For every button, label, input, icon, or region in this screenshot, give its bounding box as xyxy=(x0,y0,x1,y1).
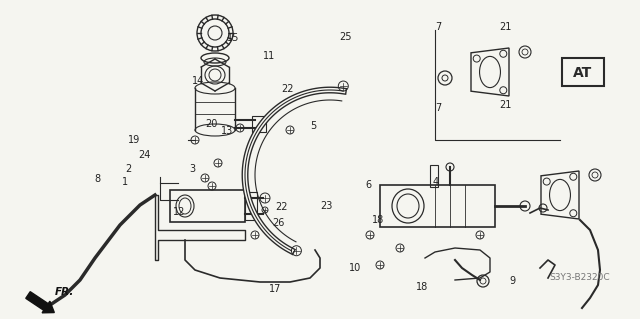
Bar xyxy=(562,58,604,86)
Text: 22: 22 xyxy=(282,84,294,94)
Text: 5: 5 xyxy=(310,121,317,131)
Text: 21: 21 xyxy=(499,22,512,32)
Text: 6: 6 xyxy=(365,180,371,190)
Text: 22: 22 xyxy=(275,202,288,212)
Text: 18: 18 xyxy=(371,215,384,225)
Text: 26: 26 xyxy=(272,218,285,228)
Text: 8: 8 xyxy=(94,174,100,184)
Text: 13: 13 xyxy=(221,126,234,136)
Text: 11: 11 xyxy=(262,51,275,61)
Bar xyxy=(170,190,245,222)
Text: 23: 23 xyxy=(320,201,333,211)
Text: 20: 20 xyxy=(205,119,218,130)
Bar xyxy=(380,185,495,227)
Text: 25: 25 xyxy=(339,32,352,42)
Text: S3Y3-B2320C: S3Y3-B2320C xyxy=(550,273,611,283)
Text: FR.: FR. xyxy=(55,287,74,297)
Text: 12: 12 xyxy=(173,207,186,217)
Text: 1: 1 xyxy=(122,177,128,187)
Bar xyxy=(252,116,266,132)
Text: 21: 21 xyxy=(499,100,512,110)
Text: 15: 15 xyxy=(227,33,240,43)
Bar xyxy=(430,165,438,187)
Text: 18: 18 xyxy=(416,282,429,292)
Text: 2: 2 xyxy=(125,164,131,174)
Text: 14: 14 xyxy=(192,76,205,86)
Text: 9: 9 xyxy=(509,276,515,286)
Text: 7: 7 xyxy=(435,22,442,32)
Text: AT: AT xyxy=(573,66,593,80)
Text: 4: 4 xyxy=(432,177,438,187)
Text: 7: 7 xyxy=(435,103,442,114)
Text: 3: 3 xyxy=(189,164,195,174)
Text: 10: 10 xyxy=(349,263,362,273)
FancyArrow shape xyxy=(26,292,54,313)
Text: 17: 17 xyxy=(269,284,282,294)
Text: 19: 19 xyxy=(128,135,141,145)
Bar xyxy=(245,192,257,220)
Text: 24: 24 xyxy=(138,150,150,160)
